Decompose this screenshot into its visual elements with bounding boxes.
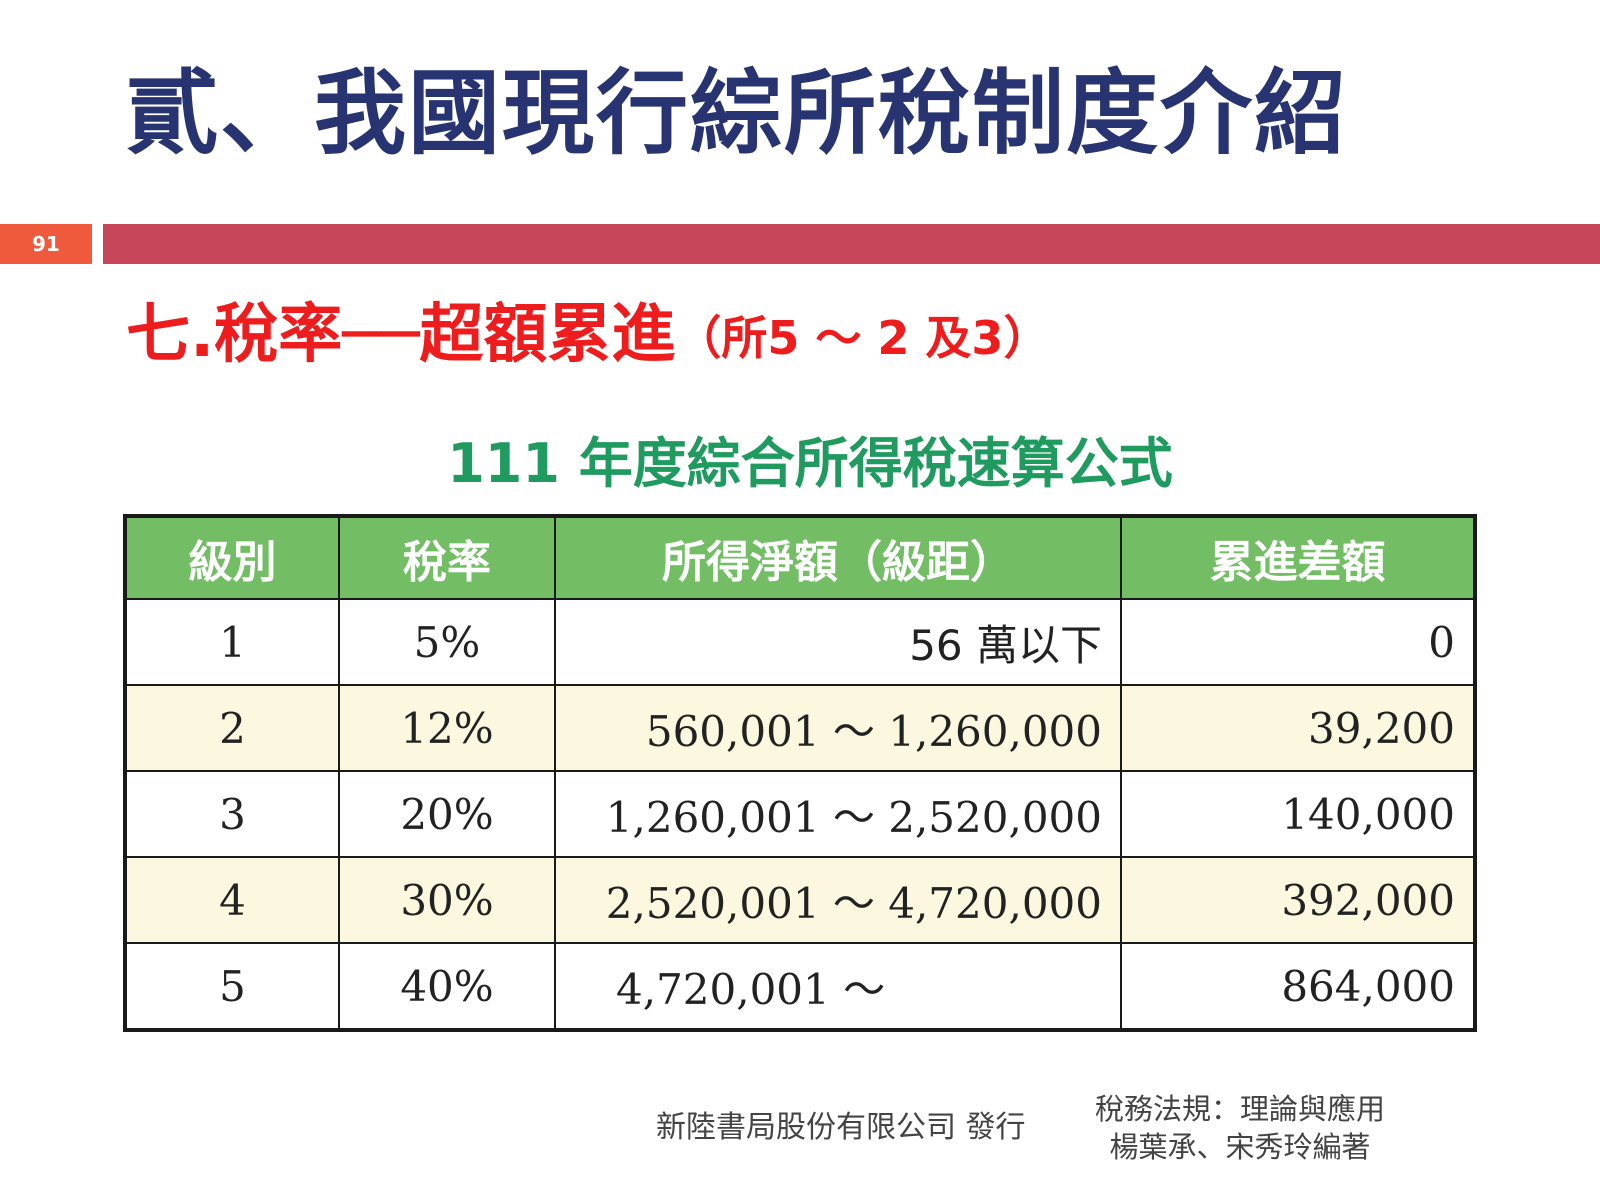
header-range: 所得淨額（級距） — [554, 515, 1122, 600]
cell-diff: 0 — [1120, 598, 1476, 686]
slide-title: 貳、我國現行綜所稅制度介紹 — [126, 60, 1349, 167]
cell-rate: 30% — [338, 856, 556, 944]
cell-diff: 140,000 — [1120, 770, 1476, 858]
cell-diff: 392,000 — [1120, 856, 1476, 944]
cell-level: 3 — [124, 770, 340, 858]
book-authors: 楊葉承、宋秀玲編著 — [1109, 1130, 1371, 1164]
table-row: 2 12% 560,001 ～ 1,260,000 39,200 — [124, 684, 1476, 772]
cell-level: 4 — [124, 856, 340, 944]
section-heading: 七.稅率──超額累進（所5 ～ 2 及3） — [126, 296, 1049, 377]
cell-rate: 12% — [338, 684, 556, 772]
cell-range: 4,720,001 ～ — [554, 942, 1122, 1031]
cell-range-text: 56 萬以下 — [909, 620, 1102, 670]
book-info: 稅務法規：理論與應用 楊葉承、宋秀玲編著 — [1080, 1090, 1400, 1166]
cell-level: 5 — [124, 942, 340, 1031]
cell-level: 2 — [124, 684, 340, 772]
cell-diff: 39,200 — [1120, 684, 1476, 772]
section-heading-text: 七.稅率──超額累進 — [126, 298, 676, 372]
cell-diff: 864,000 — [1120, 942, 1476, 1031]
cell-rate: 20% — [338, 770, 556, 858]
table-title: 111 年度綜合所得稅速算公式 — [447, 432, 1173, 495]
table-row: 4 30% 2,520,001 ～ 4,720,000 392,000 — [124, 856, 1476, 944]
tax-rate-table: 級別 稅率 所得淨額（級距） 累進差額 1 5% 56 萬以下 0 2 12% … — [123, 514, 1477, 1032]
table-row: 1 5% 56 萬以下 0 — [124, 598, 1476, 686]
section-reference: （所5 ～ 2 及3） — [675, 311, 1050, 365]
header-progressive-difference: 累進差額 — [1120, 515, 1476, 600]
header-rate: 稅率 — [338, 515, 556, 600]
publisher-note: 新陸書局股份有限公司 發行 — [656, 1110, 1026, 1145]
cell-rate: 40% — [338, 942, 556, 1031]
cell-level: 1 — [124, 598, 340, 686]
table-header-row: 級別 稅率 所得淨額（級距） 累進差額 — [124, 515, 1476, 600]
title-divider-bar — [103, 224, 1600, 264]
cell-range: 2,520,001 ～ 4,720,000 — [554, 856, 1122, 944]
table-row: 3 20% 1,260,001 ～ 2,520,000 140,000 — [124, 770, 1476, 858]
cell-range: 560,001 ～ 1,260,000 — [554, 684, 1122, 772]
cell-rate: 5% — [338, 598, 556, 686]
cell-range: 1,260,001 ～ 2,520,000 — [554, 770, 1122, 858]
page-number-badge: 91 — [0, 224, 92, 264]
table-row: 5 40% 4,720,001 ～ 864,000 — [124, 942, 1476, 1031]
header-level: 級別 — [124, 515, 340, 600]
cell-range: 56 萬以下 — [554, 598, 1122, 686]
book-title: 稅務法規：理論與應用 — [1094, 1092, 1385, 1126]
